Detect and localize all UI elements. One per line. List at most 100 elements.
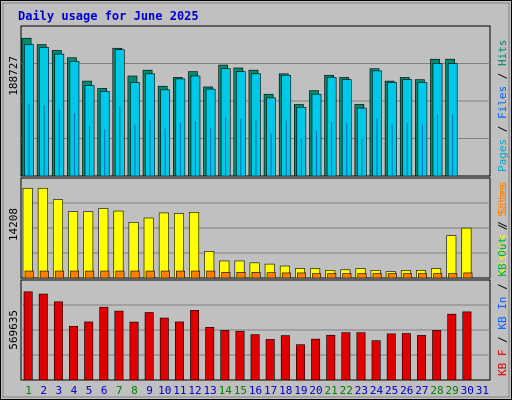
sites-bar [236,272,246,279]
visits-bar [461,227,472,279]
sites-bar [221,272,231,279]
sites-bar [100,270,110,279]
sites-bar [70,270,80,279]
sites-bar [130,270,140,279]
day-label: 3 [56,384,63,397]
day-label: 19 [294,384,307,397]
kbytes-bar [190,310,200,381]
kbytes-bar [23,291,33,381]
day-label: 10 [158,384,171,397]
kbytes-bar [417,335,426,381]
day-label: 5 [86,384,93,397]
day-label: 20 [309,384,322,397]
legend-entry: Visits [496,234,509,274]
legend-separator: / [496,277,509,297]
y-max-label: 569635 [7,310,20,350]
kbytes-bar [447,313,457,381]
sites-bar [145,270,155,279]
visits-bar [158,212,169,279]
kbytes-bar [69,325,79,381]
kbytes-bar [174,321,184,381]
day-label: 27 [415,384,428,397]
day-label: 24 [370,384,384,397]
kbytes-bar [53,301,63,381]
kbytes-bar [235,330,245,381]
day-label: 23 [355,384,368,397]
sites-bar [297,272,306,279]
kbytes-bar [159,317,169,381]
day-label: 2 [40,384,47,397]
day-label: 6 [101,384,108,397]
day-label: 26 [400,384,413,397]
kbytes-bar [250,334,260,381]
sites-bar [266,272,276,279]
visits-bar [83,211,94,279]
y-max-label: 14208 [7,208,20,241]
legend-entry: Sites [496,184,509,217]
sites-bar [160,270,170,279]
day-label: 1 [25,384,32,397]
kbytes-bar [326,334,336,381]
legend-entry: Sites [496,181,509,214]
kbytes-bar [205,327,215,381]
legend-kbytes: KB F / KB In / KB Out / Sites [496,184,509,376]
legend-entry: KB Out [496,237,509,277]
visits-bar [22,187,33,279]
day-label: 25 [385,384,398,397]
visits-bar [68,211,79,279]
sites-bar [251,272,261,279]
kbytes-bar [265,339,275,381]
visits-bar [98,208,109,279]
y-max-label: 188727 [7,56,20,96]
kbytes-bar [356,332,366,381]
sites-bar [342,273,352,279]
day-label: 17 [264,384,277,397]
day-label: 8 [131,384,138,397]
kbytes-bar [38,293,48,381]
visits-bar [52,199,63,279]
kbytes-bar [341,332,351,381]
day-label: 30 [461,384,474,397]
visits-bar [113,210,124,279]
kbytes-bar [84,321,94,381]
day-label: 31 [476,384,489,397]
legend-entry: Files [496,86,509,119]
legend-separator: / [496,214,509,234]
visits-bar [128,222,139,279]
kbytes-bar [220,330,230,381]
legend-separator: / [496,217,509,237]
y-axis-labels: 188727 14208 569635 [7,56,20,350]
sites-bar [357,273,367,279]
legend-entry: KB In [496,297,509,330]
kbytes-bar [144,312,154,381]
sites-bar [433,273,443,279]
sites-bar [448,273,458,279]
day-label: 15 [234,384,247,397]
kbytes-bar [114,310,124,381]
legend-visits-sites: Visits / Sites [496,181,509,274]
sites-bar [54,270,64,279]
chart-bars [21,37,473,381]
legend-separator: / [496,119,509,139]
day-label: 21 [325,384,338,397]
sites-bar [206,270,216,279]
visits-bar [446,235,457,279]
kbytes-bar [311,338,321,381]
sites-bar [191,270,201,279]
day-label: 16 [249,384,262,397]
sites-bar [175,270,185,279]
sites-bar [418,273,427,279]
legend-separator: / [496,330,509,350]
kbytes-bar [401,333,411,381]
visits-bar [189,212,200,279]
sites-bar [402,273,412,279]
chart-title: Daily usage for June 2025 [18,9,199,23]
day-label: 12 [188,384,201,397]
visits-bar [37,187,48,279]
day-label: 18 [279,384,292,397]
legend-hits-files-pages: Pages / Files / Hits [496,40,509,173]
kbytes-bar [129,321,139,381]
kbytes-bar [386,333,396,381]
